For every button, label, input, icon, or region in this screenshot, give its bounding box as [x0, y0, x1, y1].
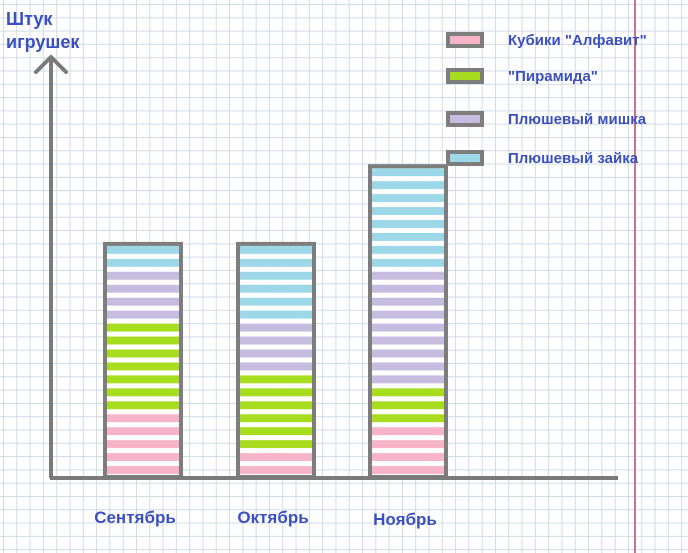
bar-segment-october-series-1 [240, 414, 312, 423]
legend-item-teddy-bear: Плюшевый мишка [446, 111, 686, 135]
bar-segment-november-series-2 [372, 336, 444, 345]
bar-segment-november-series-1 [372, 388, 444, 397]
legend-label: Плюшевый мишка [508, 111, 647, 128]
y-axis-title-line-2: игрушек [6, 32, 80, 52]
bar-segment-october-series-0 [240, 453, 312, 462]
bar-segment-september-series-3 [107, 245, 179, 254]
bar-segment-october-series-2 [240, 349, 312, 358]
legend-swatch [446, 111, 484, 127]
bars-layer [103, 164, 448, 479]
legend-label: Кубики "Алфавит" [508, 32, 647, 49]
bar-segment-october-series-2 [240, 323, 312, 332]
bar-segment-november-series-2 [372, 323, 444, 332]
y-axis-arrow-icon [34, 55, 68, 74]
bar-segment-november-series-2 [372, 362, 444, 371]
bar-segment-september-series-0 [107, 466, 179, 474]
bar-segment-november-series-3 [372, 181, 444, 190]
bar-segment-october-series-0 [240, 466, 312, 474]
x-tick-label-november: Ноябрь [373, 510, 437, 529]
bar-segment-september-series-1 [107, 336, 179, 345]
bar-segment-october-series-3 [240, 245, 312, 254]
bar-segment-october-series-1 [240, 388, 312, 397]
bar-segment-november-series-1 [372, 414, 444, 423]
bar-segment-september-series-3 [107, 258, 179, 267]
bar-segment-november-series-2 [372, 349, 444, 358]
bar-segment-september-series-0 [107, 414, 179, 423]
bar-segment-november-series-3 [372, 220, 444, 228]
bar-segment-november-series-3 [372, 258, 444, 267]
legend-item-pyramid: "Пирамида" [446, 68, 686, 92]
bar-segment-november-series-0 [372, 466, 444, 474]
bar-segment-november-series-0 [372, 440, 444, 449]
bar-segment-november-series-2 [372, 284, 444, 293]
bar-segment-september-series-1 [107, 401, 179, 410]
legend-item-plush-bunny: Плюшевый зайка [446, 150, 686, 174]
bar-segment-november-series-3 [372, 168, 444, 177]
bar-segment-september-series-1 [107, 349, 179, 358]
x-tick-label-september: Сентябрь [94, 508, 176, 527]
bar-segment-november-series-0 [372, 427, 444, 436]
bar-segment-september-series-2 [107, 297, 179, 306]
notebook-margin-line [634, 0, 636, 553]
bar-segment-september-series-0 [107, 440, 179, 449]
bar-segment-november-series-3 [372, 245, 444, 254]
bar-segment-november-series-3 [372, 207, 444, 215]
legend-label: Плюшевый зайка [508, 150, 639, 167]
bar-segment-november-series-2 [372, 297, 444, 306]
bar-segment-october-series-3 [240, 271, 312, 280]
y-axis-title-line-1: Штук [6, 9, 53, 29]
bar-segment-september-series-0 [107, 453, 179, 462]
bar-segment-november-series-2 [372, 310, 444, 319]
bar-segment-september-series-2 [107, 271, 179, 280]
bar-segment-november-series-3 [372, 194, 444, 203]
legend-swatch [446, 150, 484, 166]
bar-segment-october-series-3 [240, 258, 312, 267]
bar-segment-september-series-1 [107, 323, 179, 332]
bar-segment-september-series-2 [107, 310, 179, 319]
bar-segment-october-series-1 [240, 440, 312, 449]
bar-segment-september-series-1 [107, 375, 179, 384]
bar-segment-october-series-2 [240, 362, 312, 371]
bar-segment-september-series-1 [107, 388, 179, 397]
legend-swatch [446, 32, 484, 48]
bar-segment-november-series-3 [372, 232, 444, 241]
bar-segment-october-series-3 [240, 284, 312, 293]
bar-segment-september-series-2 [107, 284, 179, 293]
legend-label: "Пирамида" [508, 68, 598, 85]
bar-segment-november-series-2 [372, 375, 444, 384]
legend-swatch [446, 68, 484, 84]
bar-segment-november-series-1 [372, 401, 444, 410]
bar-segment-october-series-1 [240, 401, 312, 410]
bar-segment-september-series-0 [107, 427, 179, 436]
bar-segment-october-series-2 [240, 336, 312, 345]
bar-segment-november-series-0 [372, 453, 444, 462]
y-axis-title: Штук игрушек [6, 8, 106, 54]
bar-segment-october-series-3 [240, 310, 312, 319]
bar-segment-november-series-2 [372, 271, 444, 280]
bar-segment-october-series-3 [240, 297, 312, 306]
legend-item-alphabet-blocks: Кубики "Алфавит" [446, 32, 686, 56]
bar-segment-september-series-1 [107, 362, 179, 371]
bar-segment-october-series-1 [240, 375, 312, 384]
x-tick-label-october: Октябрь [237, 508, 309, 527]
bar-segment-october-series-1 [240, 427, 312, 436]
